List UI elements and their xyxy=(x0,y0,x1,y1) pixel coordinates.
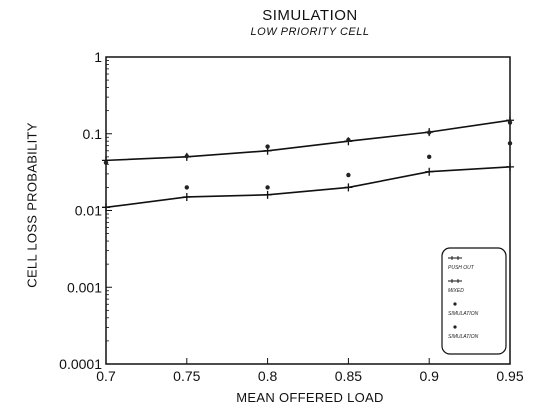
data-point xyxy=(507,120,513,125)
legend-label: SIMULATION xyxy=(448,311,479,317)
data-point xyxy=(103,160,109,165)
chart-title: SIMULATION xyxy=(262,7,358,24)
legend-label: MIXED xyxy=(448,288,464,294)
data-point xyxy=(427,130,432,135)
x-tick-label: 0.9 xyxy=(419,368,439,384)
legend-marker xyxy=(453,325,457,329)
data-point xyxy=(182,192,191,201)
legend-marker xyxy=(451,279,459,283)
data-point xyxy=(263,190,272,199)
data-point xyxy=(184,153,189,159)
data-point xyxy=(506,162,514,171)
legend-marker xyxy=(451,256,459,260)
data-point xyxy=(265,144,270,149)
legend-box xyxy=(441,247,507,355)
y-tick-label: 0.001 xyxy=(67,279,102,295)
data-point xyxy=(346,172,351,178)
legend-marker xyxy=(453,302,457,306)
x-tick-label: 0.85 xyxy=(335,368,362,384)
y-tick-label: 1 xyxy=(94,49,102,65)
data-point xyxy=(507,141,513,146)
legend-label: SIMULATION xyxy=(448,334,479,340)
legend-label: PUSH OUT xyxy=(448,265,475,271)
x-axis-label: MEAN OFFERED LOAD xyxy=(236,390,384,405)
x-tick-label: 0.8 xyxy=(258,368,278,384)
data-point xyxy=(427,154,432,160)
data-point xyxy=(184,185,189,190)
data-point xyxy=(344,183,353,192)
series-line-1 xyxy=(105,166,511,209)
x-tick-label: 0.75 xyxy=(173,368,200,384)
y-tick-label: 0.01 xyxy=(75,203,102,219)
data-point xyxy=(346,137,351,143)
y-tick-label: 0.0001 xyxy=(59,356,102,372)
data-point xyxy=(265,185,270,190)
data-point xyxy=(102,203,110,212)
chart-subtitle: LOW PRIORITY CELL xyxy=(250,26,370,38)
x-tick-label: 0.95 xyxy=(496,368,523,384)
data-point xyxy=(425,167,434,176)
x-tick-label: 0.7 xyxy=(96,368,116,384)
series-line-0 xyxy=(105,119,511,162)
y-tick-label: 0.1 xyxy=(83,126,103,142)
